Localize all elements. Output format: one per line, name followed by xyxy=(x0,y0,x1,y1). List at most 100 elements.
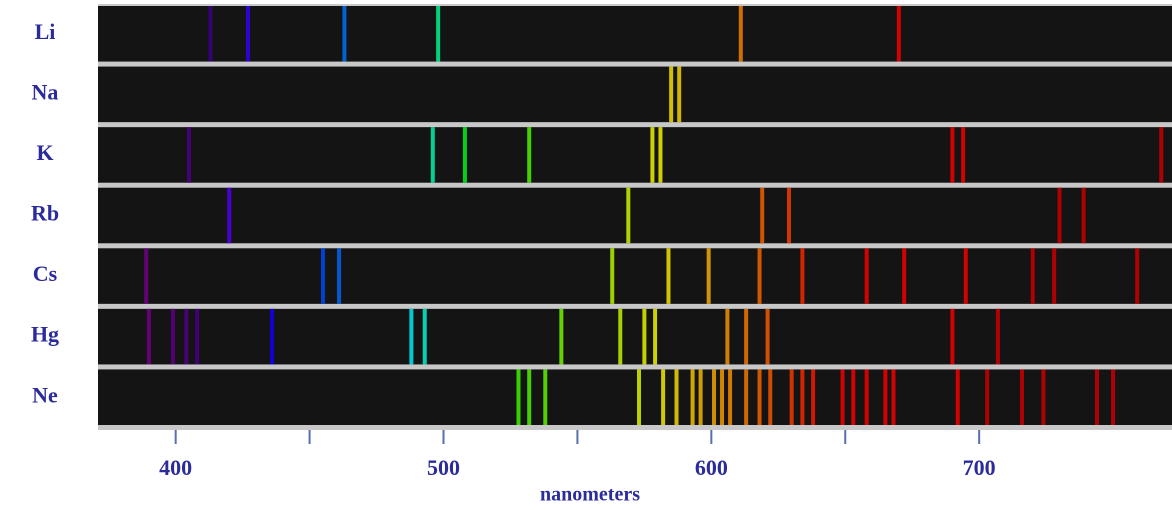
spectral-line xyxy=(691,369,695,425)
spectral-line xyxy=(883,369,887,425)
spectral-line xyxy=(760,188,764,244)
element-label: Rb xyxy=(31,201,59,226)
x-tick-label: 700 xyxy=(963,455,996,480)
spectral-line xyxy=(728,369,732,425)
spectral-line xyxy=(865,369,869,425)
spectral-line xyxy=(699,369,703,425)
spectral-line xyxy=(618,309,622,365)
spectral-line xyxy=(961,127,965,183)
spectral-line xyxy=(342,6,346,62)
spectral-line xyxy=(1082,188,1086,244)
spectral-line xyxy=(195,309,199,365)
spectral-line xyxy=(1095,369,1099,425)
spectral-line xyxy=(790,369,794,425)
spectrum-strip xyxy=(98,309,1172,365)
spectrum-strip xyxy=(98,188,1172,244)
spectral-line xyxy=(758,369,762,425)
spectral-line xyxy=(653,309,657,365)
element-label: Hg xyxy=(31,322,59,347)
spectral-line xyxy=(658,127,662,183)
spectrum-strip xyxy=(98,6,1172,62)
spectral-line xyxy=(841,369,845,425)
spectral-line xyxy=(811,369,815,425)
spectral-line xyxy=(744,369,748,425)
spectral-line xyxy=(527,369,531,425)
spectral-line xyxy=(739,6,743,62)
spectral-line xyxy=(675,369,679,425)
spectral-line xyxy=(187,127,191,183)
spectral-line xyxy=(707,248,711,304)
spectral-line xyxy=(144,248,148,304)
spectral-line xyxy=(766,309,770,365)
element-label: K xyxy=(36,140,53,165)
spectral-line xyxy=(650,127,654,183)
spectrum-strip xyxy=(98,369,1172,425)
spectral-line xyxy=(246,6,250,62)
spectral-line xyxy=(227,188,231,244)
spectral-line xyxy=(527,127,531,183)
spectral-line xyxy=(677,67,681,123)
spectral-line xyxy=(964,248,968,304)
spectral-line xyxy=(800,369,804,425)
spectral-line xyxy=(985,369,989,425)
spectral-line xyxy=(1159,127,1163,183)
spectrum-strip xyxy=(98,67,1172,123)
spectral-line xyxy=(1052,248,1056,304)
x-axis-label: nanometers xyxy=(540,484,640,506)
spectral-line xyxy=(891,369,895,425)
spectral-line xyxy=(337,248,341,304)
spectral-line xyxy=(321,248,325,304)
spectrum-strip xyxy=(98,127,1172,183)
spectral-line xyxy=(800,248,804,304)
spectral-line xyxy=(463,127,467,183)
spectral-line xyxy=(559,309,563,365)
spectral-line xyxy=(897,6,901,62)
spectral-line xyxy=(208,6,212,62)
spectral-line xyxy=(661,369,665,425)
spectral-line xyxy=(712,369,716,425)
spectral-line xyxy=(669,67,673,123)
spectral-line xyxy=(956,369,960,425)
spectral-line xyxy=(744,309,748,365)
spectral-line xyxy=(1135,248,1139,304)
spectral-line xyxy=(1041,369,1045,425)
spectral-line xyxy=(610,248,614,304)
spectral-line xyxy=(787,188,791,244)
spectral-line xyxy=(758,248,762,304)
spectral-line xyxy=(996,309,1000,365)
x-tick-label: 500 xyxy=(427,455,460,480)
spectral-line xyxy=(950,127,954,183)
element-label: Cs xyxy=(33,261,58,286)
spectral-line xyxy=(637,369,641,425)
spectral-line xyxy=(865,248,869,304)
x-tick-label: 600 xyxy=(695,455,728,480)
spectral-line xyxy=(409,309,413,365)
spectral-line xyxy=(1058,188,1062,244)
element-label: Na xyxy=(32,79,59,104)
spectral-line xyxy=(725,309,729,365)
spectral-line xyxy=(1031,248,1035,304)
spectral-line xyxy=(902,248,906,304)
element-label: Li xyxy=(35,19,56,44)
spectra-chart: nanometers Li Na K Rb Cs Hg Ne 400 500 600 700 xyxy=(0,0,1172,510)
spectral-line xyxy=(642,309,646,365)
spectral-line xyxy=(626,188,630,244)
spectral-line xyxy=(851,369,855,425)
spectral-line xyxy=(1020,369,1024,425)
spectral-line xyxy=(431,127,435,183)
spectral-line xyxy=(516,369,520,425)
x-tick-label: 400 xyxy=(159,455,192,480)
spectral-line xyxy=(436,6,440,62)
spectrum-strip xyxy=(98,248,1172,304)
spectral-line xyxy=(171,309,175,365)
spectral-line xyxy=(666,248,670,304)
spectral-line xyxy=(543,369,547,425)
spectral-line xyxy=(768,369,772,425)
spectral-line xyxy=(184,309,188,365)
spectral-line xyxy=(720,369,724,425)
spectral-line xyxy=(270,309,274,365)
spectral-line xyxy=(147,309,151,365)
spectral-line xyxy=(1111,369,1115,425)
spectral-line xyxy=(423,309,427,365)
element-label: Ne xyxy=(32,382,58,407)
